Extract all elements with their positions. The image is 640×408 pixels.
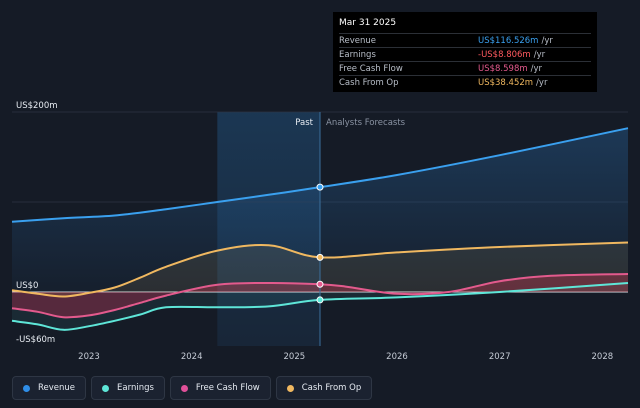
tooltip: Mar 31 2025 Revenue US$116.526m/yr Earning… [333, 12, 597, 92]
x-tick-label: 2028 [592, 352, 614, 362]
tooltip-row: Revenue US$116.526m/yr [339, 33, 591, 47]
y-tick-label: -US$60m [16, 335, 55, 345]
legend-label: Free Cash Flow [195, 383, 260, 393]
tooltip-row-unit: /yr [533, 49, 546, 60]
tooltip-row-unit: /yr [530, 63, 543, 74]
legend-label: Revenue [38, 383, 76, 393]
tooltip-row: Cash From Op US$38.452m/yr [339, 75, 591, 89]
tooltip-row-unit: /yr [541, 35, 553, 46]
legend-dot-icon [286, 384, 294, 392]
y-tick-label: US$0 [16, 281, 38, 291]
tooltip-row-value: US$8.598m [478, 63, 528, 74]
legend-dot-icon [23, 384, 30, 392]
past-label: Past [295, 118, 313, 128]
tooltip-row-label: Free Cash Flow [339, 63, 403, 74]
series-marker [316, 183, 324, 191]
tooltip-rows: Revenue US$116.526m/yr Earnings -US$8.806m /… [339, 33, 591, 89]
y-axis-labels: US$200m US$0 -US$60m [16, 101, 58, 345]
legend-label: Earnings [117, 383, 154, 393]
tooltip-row-value: US$38.452m [478, 77, 534, 88]
tooltip-row-label: Revenue [339, 35, 377, 46]
x-tick-label: 2027 [489, 352, 511, 362]
tooltip-row-label: Cash From Op [339, 77, 399, 88]
y-tick-label: US$200m [16, 101, 58, 111]
tooltip-title: Mar 31 2025 [339, 18, 397, 28]
x-tick-label: 2026 [386, 352, 408, 362]
series-line [11, 241, 629, 298]
legend-label: Cash From Op [301, 383, 362, 393]
series-line [11, 127, 629, 223]
x-tick-label: 2023 [78, 352, 100, 362]
series-marker [316, 296, 324, 304]
legend-item[interactable]: Free Cash Flow [169, 376, 271, 400]
series-line [11, 282, 629, 331]
legend: Revenue Earnings Free Cash Flow Cash From O… [12, 376, 373, 400]
series-line [11, 273, 629, 319]
tooltip-row: Free Cash Flow US$8.598m/yr [339, 61, 591, 75]
series-area [12, 274, 628, 318]
tooltip-markers [316, 183, 324, 304]
legend-item[interactable]: Earnings [91, 376, 165, 400]
forecast-label: Analysts Forecasts [326, 118, 406, 128]
tooltip-row-value: -US$8.806m [478, 49, 531, 60]
series-marker [316, 253, 324, 261]
tooltip-row-label: Earnings [339, 49, 376, 60]
series-lines [11, 127, 629, 331]
x-axis-labels: 2023 2024 2025 2026 2027 2028 [78, 352, 613, 362]
x-tick-label: 2025 [284, 352, 306, 362]
legend-dot-icon [102, 384, 110, 392]
legend-dot-icon [180, 384, 188, 392]
tooltip-row-value: US$116.526m [478, 35, 539, 46]
series-marker [316, 280, 324, 288]
legend-item[interactable]: Cash From Op [275, 376, 373, 400]
tooltip-row: Earnings -US$8.806m/yr [339, 47, 591, 61]
legend-item[interactable]: Revenue [12, 376, 87, 400]
x-tick-label: 2024 [181, 352, 203, 362]
tooltip-row-unit: /yr [536, 77, 548, 88]
